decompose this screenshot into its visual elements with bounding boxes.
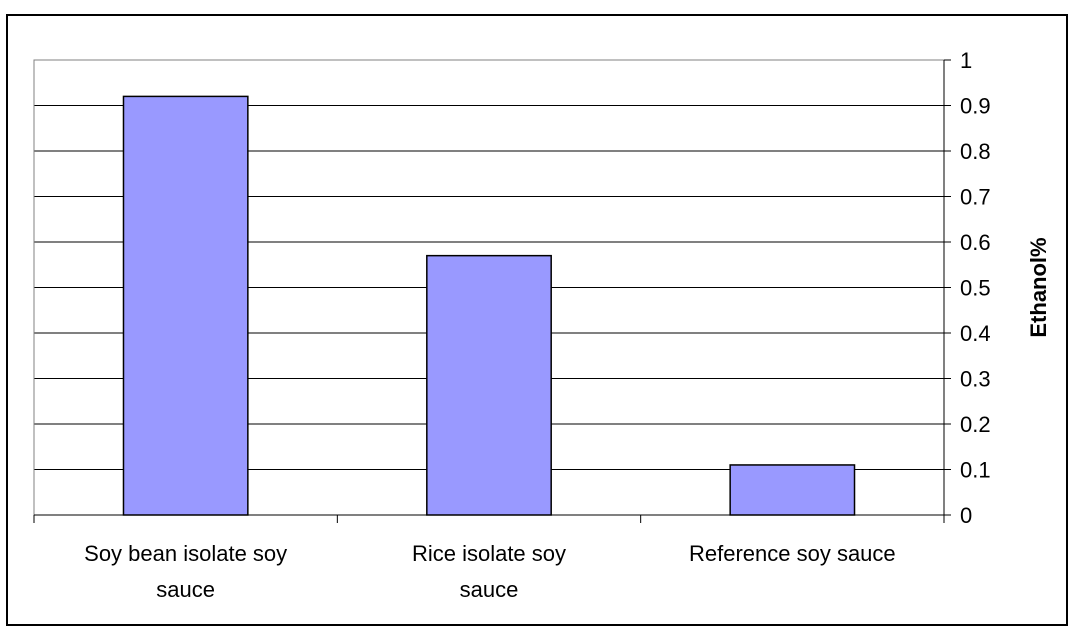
bar [426, 254, 552, 516]
x-category-label: Rice isolate soy sauce [412, 541, 566, 602]
y-tick-label: 0.6 [960, 230, 991, 255]
y-tick-label: 0.5 [960, 276, 991, 301]
y-tick-label: 0 [960, 503, 972, 528]
y-tick-label: 0.4 [960, 321, 991, 346]
x-axis: Soy bean isolate soy sauce Rice isolate so… [33, 514, 945, 602]
y-axis: 0 0.1 0.2 0.3 0.4 0.5 0.6 0.7 0.8 0.9 1 [943, 48, 991, 528]
y-tick-label: 0.2 [960, 412, 991, 437]
y-tick-label: 0.7 [960, 185, 991, 210]
y-tick-label: 0.3 [960, 367, 991, 392]
y-tick-label: 0.9 [960, 94, 991, 119]
y-axis-title: Ethanol% [1026, 237, 1051, 337]
y-tick-label: 1 [960, 48, 972, 73]
x-category-label: Soy bean isolate soy sauce [84, 541, 287, 602]
bars [122, 95, 856, 516]
y-tick-label: 0.8 [960, 139, 991, 164]
bar [122, 95, 249, 516]
x-category-label: Reference soy sauce [689, 541, 896, 566]
y-tick-label: 0.1 [960, 458, 991, 483]
bar [729, 464, 856, 516]
